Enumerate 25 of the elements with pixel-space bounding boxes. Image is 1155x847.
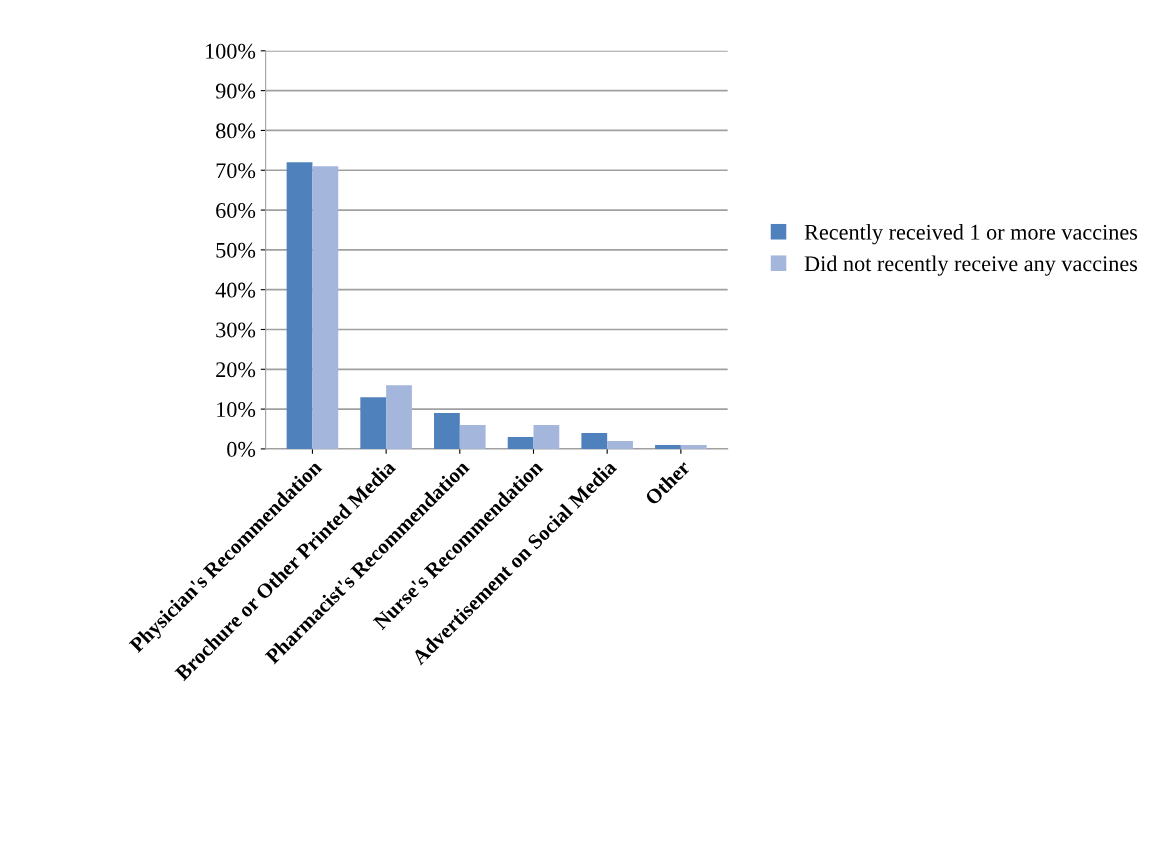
- bar: [459, 425, 486, 449]
- bar: [533, 425, 560, 449]
- y-tick-label: 70%: [216, 163, 256, 179]
- bar: [507, 436, 534, 449]
- bar: [360, 397, 387, 449]
- bar: [386, 385, 412, 449]
- bar: [286, 162, 313, 449]
- y-tick-label: 80%: [216, 123, 256, 139]
- bar: [434, 413, 460, 449]
- y-tick-label: 40%: [215, 282, 256, 298]
- y-tick-label: 60%: [216, 202, 256, 219]
- y-tick-label: 100%: [206, 43, 256, 59]
- bar: [607, 440, 633, 449]
- legend-label: Did not recently receive any vaccines: [804, 255, 1138, 276]
- y-tick-label: 20%: [216, 362, 256, 378]
- y-tick-label: 10%: [217, 402, 256, 418]
- bar: [312, 166, 339, 449]
- legend-label: Recently received 1 or more vaccines: [804, 224, 1138, 245]
- y-tick-label: 30%: [216, 322, 256, 338]
- bar: [680, 444, 707, 449]
- bar: [581, 432, 608, 449]
- y-tick-label: 0%: [227, 441, 256, 457]
- y-tick-label: 50%: [216, 242, 256, 258]
- y-tick-label: 90%: [215, 83, 256, 99]
- bar: [655, 444, 681, 449]
